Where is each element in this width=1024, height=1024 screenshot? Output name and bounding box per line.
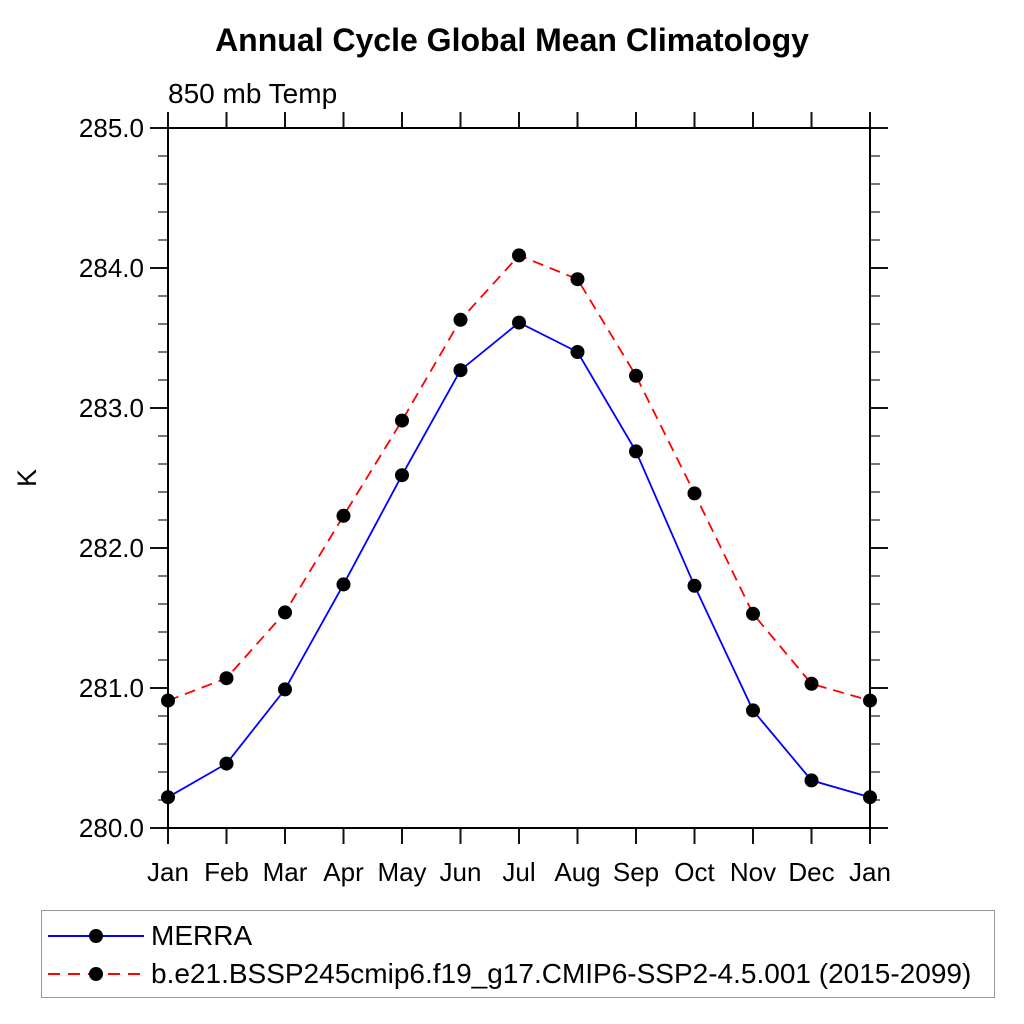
y-tick-label: 284.0 [79,253,144,283]
legend-label-merra: MERRA [151,920,253,951]
x-tick-label: Oct [674,857,715,887]
data-point [161,693,175,708]
data-point [687,578,702,593]
data-point [629,444,643,459]
data-point [863,693,877,708]
x-tick-label: Apr [323,857,364,887]
x-tick-label: Nov [730,857,776,887]
plot-frame [167,127,871,829]
data-point [161,790,175,805]
data-point [804,773,819,788]
legend-box: MERRA b.e21.BSSP245cmip6.f19_g17.CMIP6-S… [41,910,995,998]
x-tick-label: Jun [440,857,482,887]
data-point [278,605,292,620]
legend-entry-merra: MERRA [48,920,253,951]
legend-label-model: b.e21.BSSP245cmip6.f19_g17.CMIP6-SSP2-4.… [151,958,972,989]
x-tick-label: Mar [263,857,308,887]
legend-sample-marker [89,967,103,981]
x-tick-label: Jan [147,857,189,887]
plot-area: 280.0 281.0 282.0 283.0 284.0 285.0 Jan Feb Mar A… [12,112,891,887]
data-point [512,315,526,330]
data-point [453,363,468,378]
y-tick-label: 281.0 [79,673,144,703]
x-tick-label: May [377,857,426,887]
data-point [512,248,526,263]
x-tick-label: Dec [788,857,834,887]
x-tick-label: Sep [613,857,659,887]
data-point [804,676,819,691]
y-axis-label: K [12,469,42,487]
x-tick-label: Jan [849,857,891,887]
chart-title: Annual Cycle Global Mean Climatology [215,22,809,58]
y-tick-label: 280.0 [79,813,144,843]
y-tick-label: 282.0 [79,533,144,563]
x-tick-label: Feb [204,857,249,887]
data-point [336,577,351,592]
data-point [570,345,585,359]
x-tick-label: Aug [554,857,600,887]
data-point [395,413,409,428]
data-point [219,671,234,686]
y-tick-label: 283.0 [79,393,144,423]
data-point [219,756,234,771]
data-point [570,272,585,287]
data-point [687,486,702,501]
legend-sample-marker [89,929,103,943]
legend-entry-model: b.e21.BSSP245cmip6.f19_g17.CMIP6-SSP2-4.… [48,958,972,989]
data-point [395,468,409,483]
chart-subtitle: 850 mb Temp [168,78,338,109]
data-point [863,790,877,805]
data-point [278,682,292,697]
x-tick-label: Jul [502,857,535,887]
y-tick-label: 285.0 [79,113,144,143]
merra-line-sample [48,929,144,943]
data-point [746,606,760,621]
data-point [629,368,643,383]
merra-line [167,321,871,799]
data-point [336,508,351,523]
data-point [746,703,760,718]
model-line-sample [48,967,144,981]
data-point [453,312,468,327]
